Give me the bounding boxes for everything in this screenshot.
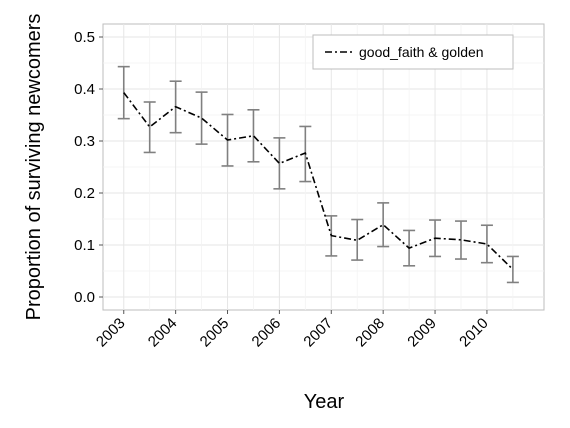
x-tick-label: 2006 xyxy=(249,315,285,351)
x-tick-label: 2005 xyxy=(197,315,233,351)
y-tick-label: 0.3 xyxy=(74,133,95,150)
x-tick-label: 2010 xyxy=(456,315,492,351)
x-tick-label: 2003 xyxy=(93,315,129,351)
y-axis-title: Proportion of surviving newcomers xyxy=(23,14,45,321)
x-tick-label: 2008 xyxy=(352,315,388,351)
x-axis-title: Year xyxy=(304,391,345,413)
y-tick-label: 0.4 xyxy=(74,81,95,98)
series-layer xyxy=(117,65,519,284)
x-tick-label: 2007 xyxy=(300,315,336,351)
y-tick-label: 0.2 xyxy=(74,185,95,202)
series-line xyxy=(123,92,514,270)
legend: good_faith & golden xyxy=(312,34,514,70)
y-tick-label: 0.1 xyxy=(74,237,95,254)
y-tick-label: 0.5 xyxy=(74,29,95,46)
y-tick-label: 0.0 xyxy=(74,289,95,306)
legend-label: good_faith & golden xyxy=(359,44,484,60)
x-tick-label: 2004 xyxy=(145,315,181,351)
x-tick-label: 2009 xyxy=(404,315,440,351)
